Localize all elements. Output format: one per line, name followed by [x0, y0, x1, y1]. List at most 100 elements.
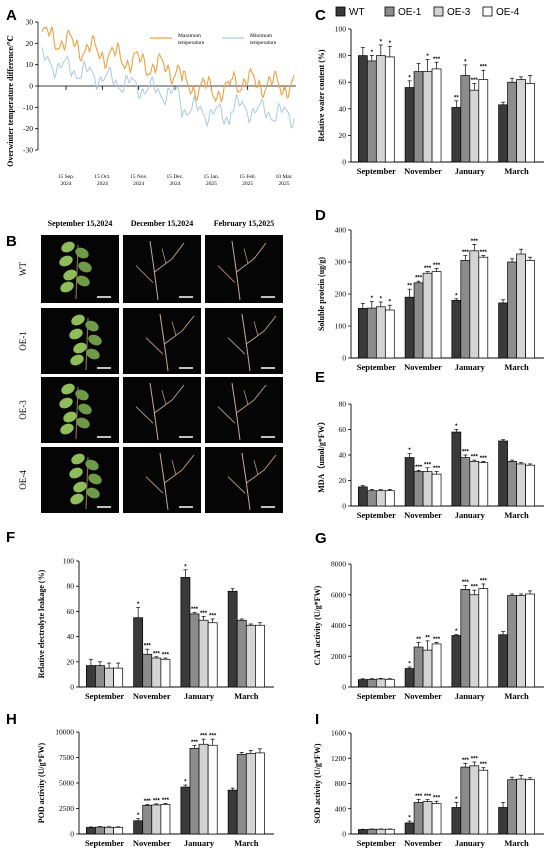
panel-h-ylabel: POD activity (U/g*FW) [37, 742, 46, 823]
plant-photo [123, 447, 201, 513]
bar-wt [451, 300, 462, 359]
bar-oe-3 [516, 253, 526, 359]
panel-i-ylabel: SOD activity (U/g*FW) [313, 743, 322, 823]
plant-leaf [88, 473, 102, 485]
category-label: March [504, 510, 529, 520]
bar-oe-3 [245, 624, 256, 688]
significance-mark: *** [415, 465, 423, 471]
plant-leaf [76, 417, 90, 429]
significance-mark: *** [200, 734, 208, 740]
significance-mark: * [408, 75, 411, 81]
significance-mark: * [184, 564, 187, 570]
significance-mark: *** [433, 637, 441, 643]
bar-wt [227, 789, 238, 835]
panel-letter-i: I [315, 711, 319, 728]
ytick-label: 10000 [55, 728, 74, 737]
bar-oe-1 [507, 461, 517, 507]
bar-oe-4 [478, 588, 489, 688]
significance-mark: * [426, 54, 429, 60]
plant-branch [153, 384, 185, 414]
panel-i-chart: I 0 400 800 1200 1600 SOD activity (U/g*FW) Sep… [313, 711, 544, 848]
panel-a-xtick-label: 15 Feb. 2025 [239, 174, 256, 187]
bar-oe-1 [460, 589, 471, 688]
plant-leaf [63, 269, 77, 281]
plant-leaf [75, 247, 89, 259]
plant-leaf [78, 261, 92, 273]
bar-wt [451, 807, 462, 835]
bar-oe-4 [384, 309, 395, 359]
ytick-label: 0 [342, 502, 346, 511]
panel-b-col-header: December 15,2024 [131, 219, 194, 228]
significance-mark: *** [480, 762, 488, 768]
bar-oe-1 [460, 260, 471, 359]
category-label: November [404, 691, 442, 701]
panel-b-row-label: OE-1 [18, 331, 28, 351]
panel-letter-f: F [6, 529, 15, 546]
plant-branch [243, 248, 249, 264]
panel-a-ytick-label: -30 [23, 146, 33, 155]
significance-mark: *** [415, 794, 423, 800]
category-label: January [455, 362, 486, 372]
category-label: March [504, 838, 529, 848]
plant-photo [205, 377, 283, 443]
panel-b-row-label: WT [18, 262, 28, 276]
plant-branch [241, 452, 251, 511]
significance-mark: *** [471, 585, 479, 591]
significance-mark: * [389, 300, 392, 306]
bar-oe-3 [422, 801, 433, 835]
bar-oe-3 [198, 619, 209, 688]
bar-oe-1 [189, 747, 200, 835]
significance-mark: *** [162, 798, 170, 804]
plant-leaf [61, 383, 75, 395]
significance-mark: *** [144, 644, 152, 650]
bar-oe-4 [384, 490, 395, 507]
category-label: January [455, 691, 486, 701]
plant-branch [253, 321, 259, 336]
significance-mark: * [455, 797, 458, 803]
plant-branch [163, 315, 195, 345]
panel-a-ytick-label: 30 [26, 18, 34, 27]
ytick-label: 100 [63, 557, 75, 566]
bar-oe-3 [469, 765, 480, 835]
bar-oe-1 [366, 678, 377, 688]
category-label: September [357, 838, 396, 848]
category-label: January [184, 838, 215, 848]
bar-oe-3 [469, 89, 480, 163]
bar-wt [357, 308, 368, 359]
ytick-label: 0 [342, 830, 346, 839]
ytick-label: 0 [70, 683, 74, 692]
significance-mark: *** [471, 78, 479, 84]
significance-mark: ** [454, 95, 459, 101]
bar-oe-1 [460, 75, 471, 163]
category-label: November [133, 691, 171, 701]
plant-leaf [73, 481, 87, 493]
ytick-label: 2500 [59, 804, 74, 813]
bar-oe-1 [413, 802, 424, 835]
panel-a-xtick-label: 15 Jan. 2025 [204, 174, 220, 187]
bar-oe-1 [507, 595, 517, 688]
plant-branch [135, 406, 154, 424]
ytick-label: 4000 [331, 621, 346, 630]
bar-oe-3 [375, 678, 386, 688]
panel-a-xtick-label: 15 Sep. 2024 [58, 174, 75, 187]
plant-leaf [76, 275, 90, 287]
significance-mark: *** [480, 250, 488, 256]
category-label: March [504, 362, 529, 372]
significance-mark: *** [424, 462, 432, 468]
bar-oe-1 [507, 261, 517, 359]
ytick-label: 80 [67, 582, 75, 591]
bar-wt [133, 820, 144, 835]
plant-branch [135, 265, 154, 283]
category-label: September [357, 691, 396, 701]
category-label: September [85, 838, 124, 848]
bar-oe-4 [255, 624, 265, 688]
ytick-label: 300 [335, 258, 347, 267]
bar-wt [451, 107, 462, 163]
legend-swatch-wt [335, 6, 346, 17]
bar-oe-4 [207, 622, 218, 688]
significance-mark: * [371, 50, 374, 56]
panel-b-col-header: September 15,2024 [48, 219, 113, 228]
category-label: November [404, 838, 442, 848]
significance-mark: * [455, 629, 458, 635]
significance-mark: * [380, 39, 383, 45]
